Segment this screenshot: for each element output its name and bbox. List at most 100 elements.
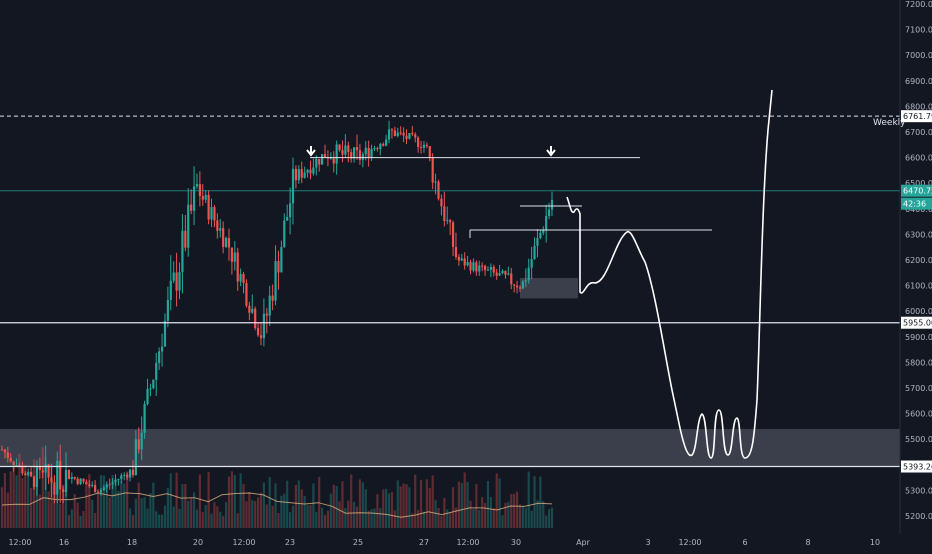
volume-bar <box>419 479 423 528</box>
volume-bar <box>143 497 146 528</box>
volume-bar <box>245 501 248 528</box>
volume-bar <box>38 494 41 528</box>
candle-body <box>387 129 391 140</box>
candle-body <box>288 203 292 217</box>
candle-body <box>204 194 207 200</box>
volume-bar <box>53 492 56 528</box>
volume-bar <box>204 505 207 528</box>
candle-body <box>481 265 484 267</box>
candle-body <box>27 471 30 475</box>
candle-body <box>195 184 199 187</box>
candle-body <box>82 478 85 482</box>
candle-body <box>332 158 335 164</box>
volume-bar <box>41 447 44 528</box>
volume-bar <box>210 513 213 528</box>
candle-body <box>486 269 490 271</box>
x-tick-label: 23 <box>285 538 295 547</box>
candle-body <box>120 475 123 480</box>
candle-body <box>224 237 228 247</box>
candle-body <box>358 150 362 160</box>
volume-bar <box>417 509 420 528</box>
projected-path <box>566 89 773 459</box>
volume-bar <box>408 487 411 528</box>
volume-bar <box>358 479 362 528</box>
x-tick-label: 30 <box>511 538 521 547</box>
small-zone <box>520 277 578 299</box>
volume-bar <box>198 474 201 528</box>
y-tick-label: 5800.00 <box>905 358 932 367</box>
candle-body <box>338 144 341 151</box>
volume-bar <box>192 492 196 528</box>
candle-body <box>47 464 50 478</box>
volume-bar <box>67 515 71 528</box>
candle-body <box>210 207 213 220</box>
volume-bar <box>469 500 472 528</box>
candle-body <box>472 262 475 271</box>
candle-body <box>254 308 257 329</box>
candle-body <box>414 134 417 138</box>
candle-body <box>213 207 216 221</box>
candle-body <box>15 464 18 466</box>
candle-body <box>134 439 137 476</box>
candle-body <box>73 476 76 479</box>
y-tick-label: 5600.00 <box>905 410 932 419</box>
candle-body <box>321 154 324 165</box>
volume-bar <box>158 514 161 528</box>
volume-bar <box>76 502 79 528</box>
volume-bar <box>547 509 551 528</box>
candle-body <box>184 230 187 248</box>
candle-body <box>443 206 446 221</box>
volume-bar <box>35 476 39 528</box>
candle-body <box>265 313 268 316</box>
candle-body <box>140 432 143 450</box>
candle-body <box>283 220 286 248</box>
candle-body <box>187 204 190 248</box>
volume-bar <box>478 509 481 528</box>
candle-body <box>405 135 408 139</box>
candle-body <box>367 147 370 158</box>
candle-body <box>431 158 434 183</box>
x-tick-label: 12:00 <box>678 538 701 547</box>
volume-bar <box>146 508 149 528</box>
candle-body <box>446 220 449 222</box>
candle-body <box>262 313 266 339</box>
volume-bar <box>387 493 391 528</box>
volume-bar <box>495 473 498 528</box>
candle-body <box>364 147 367 155</box>
volume-bar <box>123 483 126 528</box>
down-arrow-icon <box>546 146 556 157</box>
candle-body <box>30 471 33 477</box>
volume-bar <box>472 508 475 528</box>
candle-body <box>382 143 385 146</box>
volume-bar <box>451 487 455 528</box>
volume-bar <box>108 497 111 528</box>
candle-body <box>24 473 27 475</box>
volume-bar <box>111 474 114 528</box>
volume-bar <box>527 471 530 528</box>
volume-bar <box>0 487 4 528</box>
volume-bar <box>361 482 364 528</box>
candle-body <box>440 198 443 207</box>
candle-body <box>402 132 405 136</box>
candle-body <box>379 143 382 150</box>
price-axis[interactable]: 5200.005300.005400.005500.005600.005700.… <box>905 0 932 521</box>
time-axis[interactable]: 12:00 16 18 20 12:00 23 25 27 12:00 30 Apr 3 12:00 6 8… <box>8 538 880 547</box>
candle-body <box>390 129 394 131</box>
candle-body <box>344 145 347 155</box>
y-tick-label: 6900.00 <box>905 77 932 86</box>
volume-bar <box>524 508 527 528</box>
candle-body <box>449 220 452 223</box>
volume-bar <box>306 505 309 528</box>
volume-bar <box>262 482 266 528</box>
x-tick-label: 16 <box>59 538 69 547</box>
candle-body <box>524 280 527 282</box>
y-tick-label: 7100.00 <box>905 26 932 35</box>
candle-body <box>166 299 169 321</box>
volume-bar <box>411 513 414 528</box>
candle-body <box>6 452 9 458</box>
y-tick-label: 6200.00 <box>905 256 932 265</box>
volume-bar <box>271 505 274 528</box>
volume-bar <box>545 515 548 528</box>
price-marker-box <box>901 460 932 473</box>
